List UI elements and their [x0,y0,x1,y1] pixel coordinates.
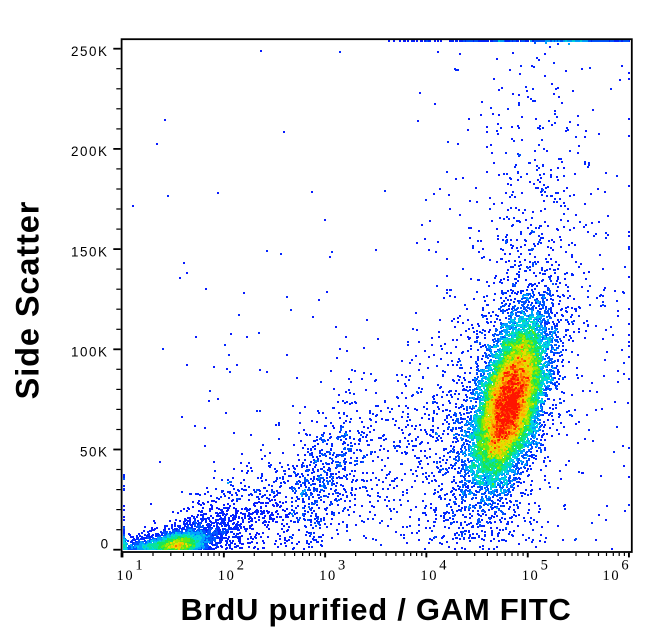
svg-text:Side Scatter: Side Scatter [10,201,46,400]
svg-text:50K: 50K [80,445,108,460]
svg-text:150K: 150K [71,244,108,259]
svg-text:BrdU purified / GAM FITC: BrdU purified / GAM FITC [181,592,572,627]
svg-text:100K: 100K [71,345,108,360]
svg-text:250K: 250K [71,44,108,59]
svg-text:200K: 200K [71,144,108,159]
svg-text:0: 0 [101,537,110,552]
